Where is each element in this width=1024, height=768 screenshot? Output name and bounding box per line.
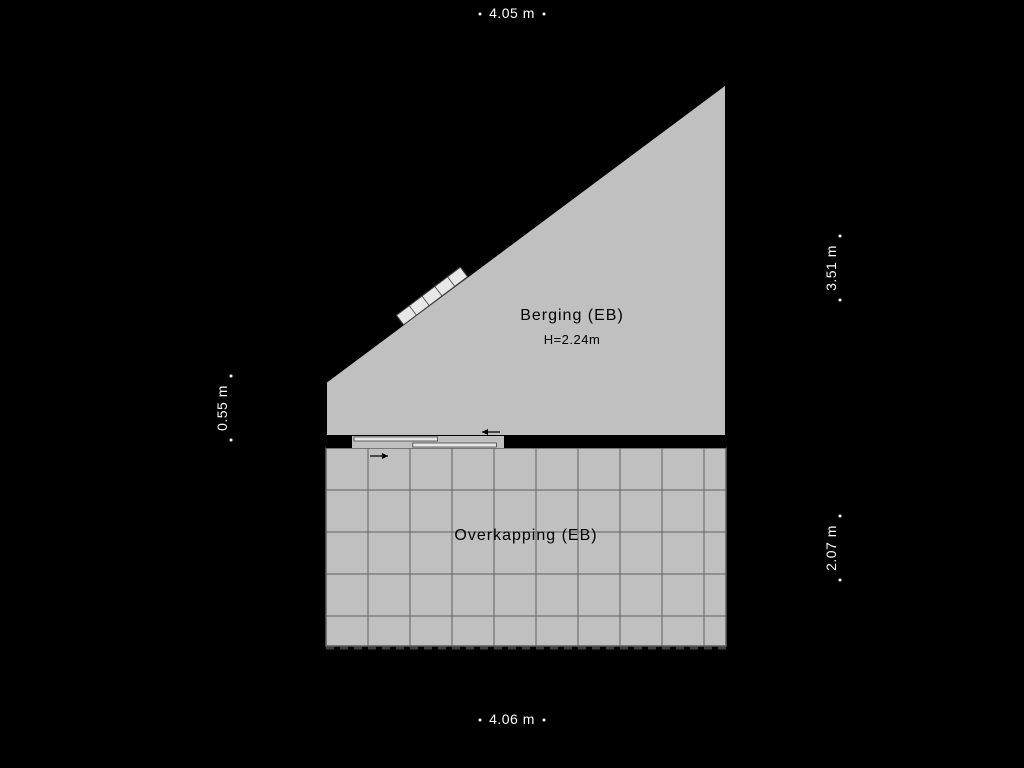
- label: 4.05 m: [489, 5, 535, 21]
- label: 3.51 m: [823, 245, 839, 291]
- label: 4.06 m: [489, 711, 535, 727]
- room-berging: [326, 84, 726, 436]
- label: 0.55 m: [214, 385, 230, 431]
- sliding-door-leaf: [413, 443, 497, 447]
- label: H=2.24m: [544, 332, 601, 347]
- sliding-door-leaf: [354, 437, 438, 441]
- label: Overkapping (EB): [454, 527, 597, 544]
- label: 2.07 m: [823, 525, 839, 571]
- label: Berging (EB): [520, 307, 624, 324]
